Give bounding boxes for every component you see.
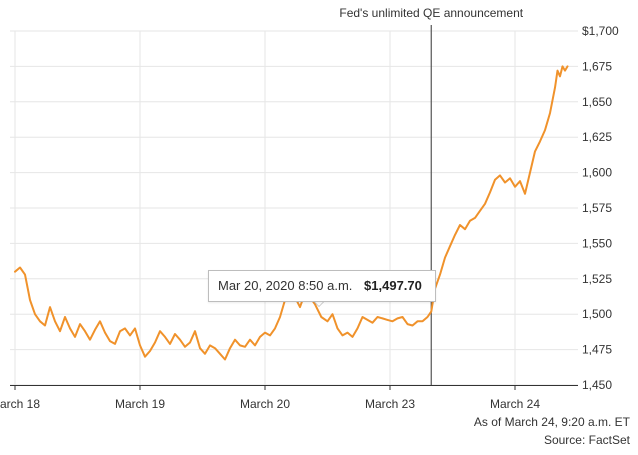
axis-layer [10, 385, 578, 390]
y-tick-label: 1,475 [582, 343, 612, 357]
label-layer: 1,450 1,475 1,500 1,525 1,550 1,575 1,600 1,625… [0, 24, 619, 411]
y-tick-label: 1,575 [582, 201, 612, 215]
y-tick-label: 1,650 [582, 95, 612, 109]
grid-layer [10, 30, 578, 386]
x-tick-label: March 24 [490, 397, 540, 411]
x-tick-label: March 20 [240, 397, 290, 411]
y-tick-label: 1,675 [582, 59, 612, 73]
y-tick-label: 1,500 [582, 307, 612, 321]
y-tick-label: $1,700 [582, 24, 619, 38]
source-credit: Source: FactSet [543, 433, 630, 447]
as-of-timestamp: As of March 24, 9:20 a.m. ET [473, 415, 630, 429]
tooltip-value: $1,497.70 [364, 278, 422, 293]
x-tick-label: March 18 [0, 397, 40, 411]
y-tick-label: 1,600 [582, 166, 612, 180]
x-tick-label: March 19 [115, 397, 165, 411]
y-tick-label: 1,550 [582, 236, 612, 250]
y-tick-label: 1,450 [582, 378, 612, 392]
annotation-layer: Fed's unlimited QE announcement [339, 6, 524, 385]
y-tick-label: 1,625 [582, 130, 612, 144]
y-tick-label: 1,525 [582, 272, 612, 286]
annotation-label: Fed's unlimited QE announcement [339, 6, 523, 20]
tooltip-date: Mar 20, 2020 8:50 a.m. [218, 278, 353, 293]
price-series-line [14, 65, 569, 361]
tooltip-arrow-inner [314, 301, 324, 306]
x-tick-label: March 23 [365, 397, 415, 411]
price-tooltip: Mar 20, 2020 8:50 a.m. $1,497.70 [208, 270, 436, 302]
